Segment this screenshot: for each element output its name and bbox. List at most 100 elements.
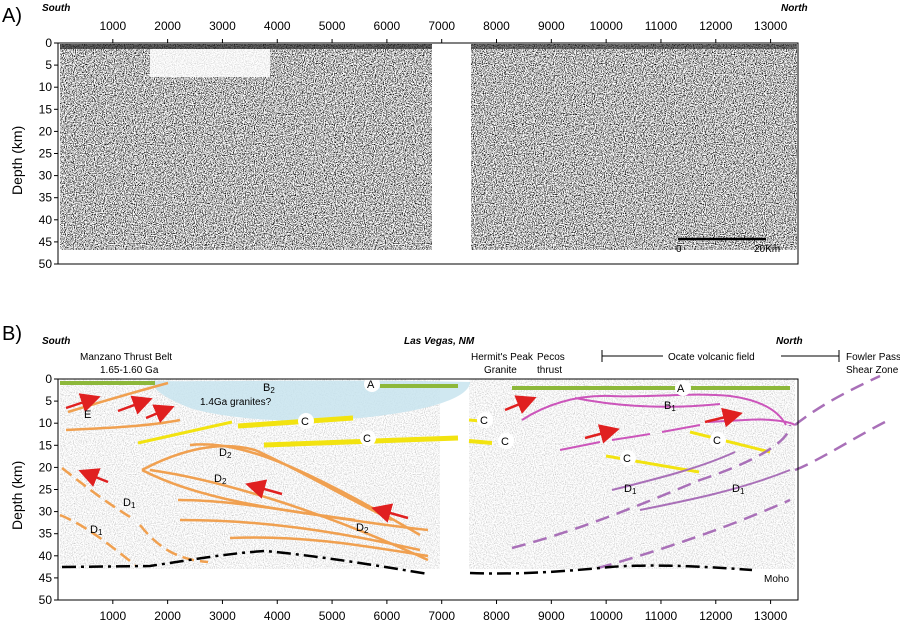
label-a-right: A [677, 383, 685, 395]
panel-a-transparent-zone [150, 49, 270, 77]
ocate-label-bg [663, 349, 781, 362]
panel-b-y-tick-label: 10 [39, 416, 53, 430]
panel-b-y-tick-label: 15 [39, 438, 53, 452]
panel-b-x-tick-label: 1000 [99, 609, 126, 623]
ocate-label: Ocate volcanic field [668, 352, 755, 363]
panel-a-y-tick-label: 15 [39, 102, 53, 116]
panel-b: B) South Las Vegas, NM North Manzano Thr… [2, 323, 900, 623]
reflector-c-upper [237, 415, 354, 429]
panel-a-seismic-right [471, 44, 797, 250]
panel-b-las-vegas-label: Las Vegas, NM [404, 336, 475, 347]
reflector-d3-lower [59, 513, 136, 566]
moho-label: Moho [764, 574, 789, 585]
pecos-label-line1: Pecos [537, 352, 565, 363]
fowler-dashed-lower [794, 420, 886, 472]
panel-b-y-tick-label: 5 [45, 394, 52, 408]
panel-b-y-tick-label: 25 [39, 483, 53, 497]
panel-a-y-tick-label: 0 [45, 36, 52, 50]
panel-b-x-tick-label: 5000 [319, 609, 346, 623]
panel-b-x-tick-label: 2000 [154, 609, 181, 623]
panel-a-y-tick-label: 25 [39, 147, 53, 161]
fowler-label-line2: Shear Zone [846, 365, 899, 376]
granites-label: 1.4Ga granites? [200, 397, 272, 408]
panel-b-x-tick-label: 11000 [645, 609, 678, 623]
label-d1-north: D1 [732, 483, 745, 496]
panel-a-x-tick-label: 5000 [319, 19, 346, 33]
panel-a-seismic-left [60, 44, 432, 250]
panel-a-scale-start: 0 [676, 244, 682, 255]
panel-a-label: A) [2, 5, 22, 27]
panel-b-x-axis: 1000 2000 3000 4000 5000 6000 7000 8000 9000 1000… [99, 600, 788, 623]
panel-a-south-label: South [42, 3, 70, 14]
manzano-label-line1: Manzano Thrust Belt [80, 352, 172, 363]
panel-b-north-label: North [776, 336, 803, 347]
reflector-d3-upper [61, 467, 136, 522]
panel-a-x-tick-label: 11000 [645, 19, 678, 33]
hermit-label-line2: Granite [484, 365, 517, 376]
reflector-d1-solid [611, 451, 736, 491]
panel-b-label: B) [2, 323, 22, 345]
panel-b-x-tick-label: 10000 [589, 609, 623, 623]
panel-b-y-axis: 0 5 10 15 20 25 30 35 40 45 50 [39, 372, 58, 607]
panel-a-x-tick-label: 12000 [699, 19, 733, 33]
panel-a-y-axis: 0 5 10 15 20 25 30 35 40 45 50 [39, 36, 58, 271]
reflector-c-left [137, 420, 233, 445]
panel-a-y-tick-label: 45 [39, 235, 53, 249]
panel-b-y-tick-label: 45 [39, 571, 53, 585]
moho-right [469, 564, 753, 575]
panel-a-x-tick-label: 2000 [154, 19, 181, 33]
reflector-d3-mid [139, 524, 209, 564]
panel-b-seismic-right [469, 379, 795, 569]
panel-b-y-tick-label: 30 [39, 505, 53, 519]
panel-a-y-tick-label: 30 [39, 169, 53, 183]
panel-a-x-tick-label: 4000 [264, 19, 291, 33]
panel-b-y-tick-label: 20 [39, 460, 53, 474]
panel-a-surface-band-right [471, 44, 797, 49]
panel-b-x-tick-label: 3000 [209, 609, 236, 623]
panel-a-north-label: North [781, 3, 808, 14]
fowler-label-line1: Fowler Pass [846, 352, 900, 363]
panel-b-y-tick-label: 35 [39, 527, 53, 541]
panel-b-y-axis-title: Depth (km) [9, 461, 25, 530]
panel-a-x-tick-label: 7000 [428, 19, 455, 33]
panel-b-y-tick-label: 50 [39, 593, 53, 607]
panel-b-y-tick-label: 0 [45, 372, 52, 386]
label-c-lower: C [363, 433, 371, 445]
panel-a-x-tick-label: 8000 [483, 19, 510, 33]
granite-lens [150, 380, 470, 421]
reflector-d-group [65, 381, 429, 562]
label-a-center: A [367, 379, 375, 391]
label-c-upper: C [301, 416, 309, 428]
label-d3-upper: D1 [123, 497, 136, 510]
panel-b-x-tick-label: 13000 [754, 609, 788, 623]
panel-a-y-tick-label: 10 [39, 80, 53, 94]
panel-a-y-tick-label: 50 [39, 257, 53, 271]
label-d2-lower: D2 [356, 522, 369, 535]
panel-a-y-tick-label: 35 [39, 191, 53, 205]
panel-b-x-tick-label: 9000 [538, 609, 565, 623]
reflector-b1-mid [574, 397, 721, 408]
panel-b-south-label: South [42, 336, 70, 347]
label-b1: B1 [664, 400, 676, 413]
reflector-b1-upper [521, 393, 787, 426]
panel-a-y-tick-label: 40 [39, 213, 53, 227]
label-b2: B2 [263, 382, 275, 395]
panel-a-x-tick-label: 6000 [374, 19, 401, 33]
label-e: E [84, 409, 91, 421]
panel-a-y-tick-label: 20 [39, 124, 53, 138]
panel-a-surface-band-left [60, 44, 432, 49]
panel-a: A) South North 1000 2000 3000 4000 5000 6000 7… [2, 3, 808, 271]
panel-a-x-tick-label: 9000 [538, 19, 565, 33]
reflector-d1-solid-lower [639, 469, 791, 511]
reflector-c-north [689, 430, 771, 454]
fowler-dashed-upper [794, 374, 881, 426]
pecos-label-line2: thrust [537, 365, 562, 376]
panel-b-x-tick-label: 12000 [699, 609, 733, 623]
panel-b-x-tick-label: 7000 [428, 609, 455, 623]
panel-a-x-tick-label: 13000 [754, 19, 788, 33]
label-c-north: C [713, 435, 721, 447]
manzano-label-line2: 1.65-1.60 Ga [100, 365, 159, 376]
panel-b-x-tick-label: 4000 [264, 609, 291, 623]
panel-a-scale-end: 20Km [754, 244, 780, 255]
reflector-label-markers: A A B2 B1 C C C C C C E D2 D2 D2 D1 D1 D… [84, 376, 745, 537]
